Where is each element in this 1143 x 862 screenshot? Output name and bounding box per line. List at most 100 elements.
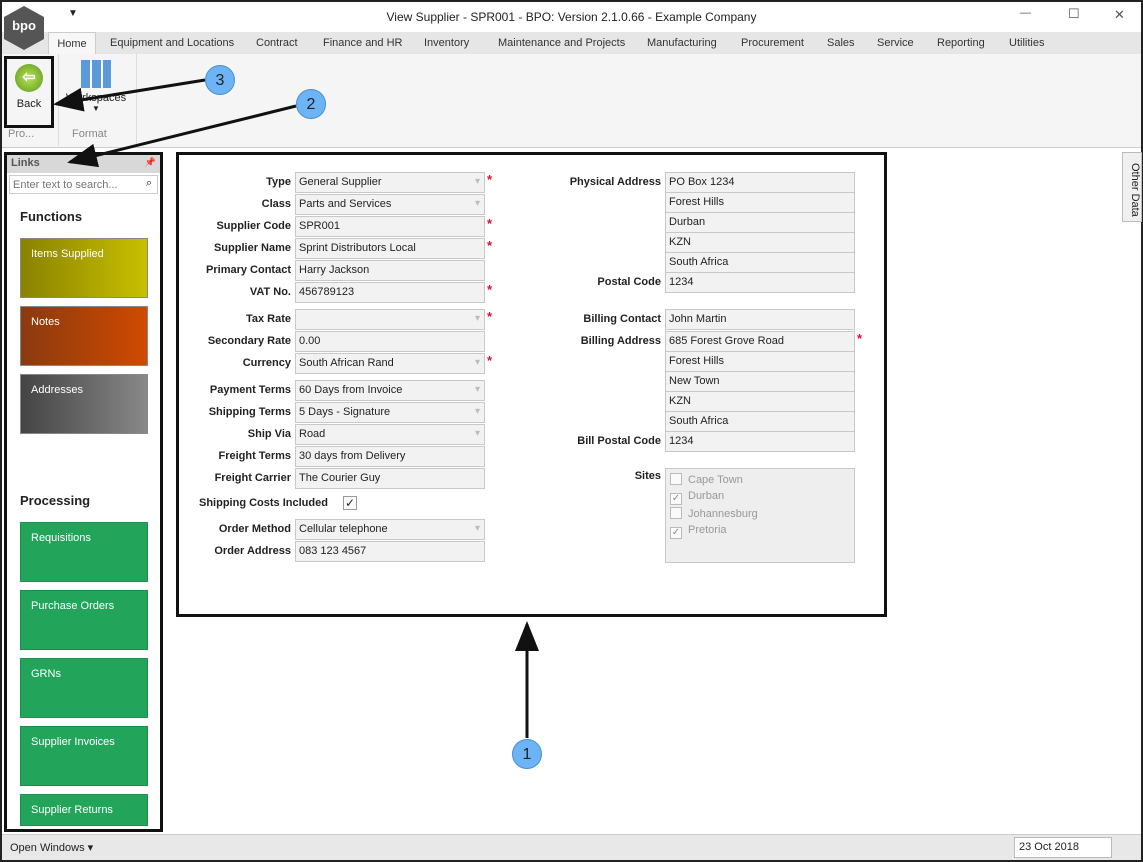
minimize-button[interactable]: — <box>1020 7 1031 19</box>
tile-requisitions[interactable]: Requisitions <box>20 522 148 582</box>
window-title: View Supplier - SPR001 - BPO: Version 2.… <box>386 10 757 24</box>
class-dropdown[interactable]: Parts and Services <box>295 194 485 215</box>
site-name: Cape Town <box>688 474 743 486</box>
shipping-terms-dropdown[interactable]: 5 Days - Signature <box>295 402 485 423</box>
class-label: Class <box>261 198 291 210</box>
links-panel: Links📌 ⌕ Functions Items Supplied Notes … <box>4 152 163 832</box>
arrow-3 <box>53 78 206 112</box>
status-bar: Open Windows ▾ 23 Oct 2018 <box>2 834 1141 860</box>
chevron-down-icon: ▼ <box>92 104 100 113</box>
shipping-costs-label: Shipping Costs Included <box>199 497 328 509</box>
tab-finance-and-hr[interactable]: Finance and HR <box>323 37 403 49</box>
ship-via-label: Ship Via <box>247 428 291 440</box>
links-title: Links <box>11 157 40 169</box>
supplier-code-label: Supplier Code <box>216 220 291 232</box>
ship-via-dropdown[interactable]: Road <box>295 424 485 445</box>
currency-label: Currency <box>242 357 291 369</box>
currency-dropdown[interactable]: South African Rand <box>295 353 485 374</box>
checkbox-icon[interactable]: ✓ <box>670 527 682 539</box>
shipping-costs-checkbox[interactable]: ✓ <box>343 496 357 510</box>
sites-label: Sites <box>634 470 661 482</box>
date-field[interactable]: 23 Oct 2018 <box>1014 837 1112 858</box>
maximize-button[interactable]: ☐ <box>1068 6 1080 21</box>
type-dropdown[interactable]: General Supplier <box>295 172 485 193</box>
billing-contact-field[interactable]: John Martin <box>665 309 855 330</box>
annotation-badge-2: 2 <box>296 89 326 119</box>
tab-contract[interactable]: Contract <box>256 37 298 49</box>
vat-no-label: VAT No. <box>249 286 291 298</box>
supplier-name-field[interactable]: Sprint Distributors Local <box>295 238 485 259</box>
tab-sales[interactable]: Sales <box>827 37 855 49</box>
processing-heading: Processing <box>20 493 91 508</box>
checkbox-icon[interactable] <box>670 507 682 519</box>
tile-items-supplied[interactable]: Items Supplied <box>20 238 148 298</box>
ribbon-tabs <box>2 32 1141 54</box>
freight-carrier-field[interactable]: The Courier Guy <box>295 468 485 489</box>
title-bar: View Supplier - SPR001 - BPO: Version 2.… <box>2 2 1141 32</box>
order-method-dropdown[interactable]: Cellular telephone <box>295 519 485 540</box>
site-name: Pretoria <box>688 524 727 536</box>
supplier-code-field[interactable]: SPR001 <box>295 216 485 237</box>
back-arrow-icon: ⇦ <box>15 64 43 92</box>
tab-inventory[interactable]: Inventory <box>424 37 470 49</box>
billing-address-line[interactable]: 685 Forest Grove Road <box>665 331 855 352</box>
bill-postal-code-label: Bill Postal Code <box>577 435 661 447</box>
required-indicator: * <box>487 238 493 253</box>
physical-address-line[interactable]: PO Box 1234 <box>665 172 855 193</box>
tab-utilities[interactable]: Utilities <box>1009 37 1045 49</box>
postal-code-label: Postal Code <box>597 276 661 288</box>
tab-equipment-and-locations[interactable]: Equipment and Locations <box>110 37 235 49</box>
tab-bar: Home Equipment and Locations Contract Finan… <box>2 32 1141 55</box>
quick-access-dropdown-icon[interactable]: ▼ <box>68 8 78 19</box>
payment-terms-dropdown[interactable]: 60 Days from Invoice <box>295 380 485 401</box>
billing-contact-label: Billing Contact <box>583 313 661 325</box>
pin-icon[interactable]: 📌 <box>144 157 156 167</box>
tile-notes[interactable]: Notes <box>20 306 148 366</box>
primary-contact-field[interactable]: Harry Jackson <box>295 260 485 281</box>
checkbox-icon[interactable] <box>670 473 682 485</box>
tile-grns[interactable]: GRNs <box>20 658 148 718</box>
links-search-input[interactable] <box>9 175 158 194</box>
group-label-format: Format <box>72 128 107 140</box>
site-checkbox-pretoria[interactable]: ✓ Pretoria <box>670 524 727 539</box>
bill-postal-code-field[interactable]: 1234 <box>665 431 855 452</box>
annotation-badge-3: 3 <box>205 65 235 95</box>
workspaces-grid-icon <box>81 60 111 88</box>
order-method-label: Order Method <box>218 523 291 535</box>
tile-purchase-orders[interactable]: Purchase Orders <box>20 590 148 650</box>
site-checkbox-durban[interactable]: ✓ Durban <box>670 490 724 505</box>
open-windows-button[interactable]: Open Windows ▾ <box>10 842 94 854</box>
order-address-field[interactable]: 083 123 4567 <box>295 541 485 562</box>
payment-terms-label: Payment Terms <box>209 384 291 396</box>
billing-address-label: Billing Address <box>580 335 661 347</box>
postal-code-field[interactable]: 1234 <box>665 272 855 293</box>
site-checkbox-cape-town[interactable]: Cape Town <box>670 473 743 486</box>
back-button[interactable]: ⇦ Back <box>4 56 54 128</box>
group-label-process: Pro... <box>8 128 35 140</box>
search-icon[interactable]: ⌕ <box>146 177 153 189</box>
vat-no-field[interactable]: 456789123 <box>295 282 485 303</box>
tile-supplier-invoices[interactable]: Supplier Invoices <box>20 726 148 786</box>
checkbox-icon[interactable]: ✓ <box>670 493 682 505</box>
secondary-rate-field[interactable]: 0.00 <box>295 331 485 352</box>
tile-addresses[interactable]: Addresses <box>20 374 148 434</box>
tab-reporting[interactable]: Reporting <box>937 37 985 49</box>
close-button[interactable]: ✕ <box>1114 7 1125 22</box>
order-address-label: Order Address <box>214 545 291 557</box>
site-name: Durban <box>688 490 725 502</box>
tab-procurement[interactable]: Procurement <box>741 37 804 49</box>
tax-rate-label: Tax Rate <box>245 313 291 325</box>
tab-home[interactable]: Home <box>48 32 96 55</box>
other-data-tab[interactable]: Other Data <box>1122 152 1142 222</box>
tax-rate-dropdown[interactable] <box>295 309 485 330</box>
site-name: Johannesburg <box>688 508 758 520</box>
shipping-terms-label: Shipping Terms <box>208 406 291 418</box>
tile-supplier-returns[interactable]: Supplier Returns <box>20 794 148 826</box>
tab-service[interactable]: Service <box>877 37 914 49</box>
freight-terms-field[interactable]: 30 days from Delivery <box>295 446 485 467</box>
site-checkbox-johannesburg[interactable]: Johannesburg <box>670 507 758 520</box>
tab-manufacturing[interactable]: Manufacturing <box>647 37 717 49</box>
tab-maintenance-and-projects[interactable]: Maintenance and Projects <box>498 37 626 49</box>
required-indicator: * <box>487 282 493 297</box>
